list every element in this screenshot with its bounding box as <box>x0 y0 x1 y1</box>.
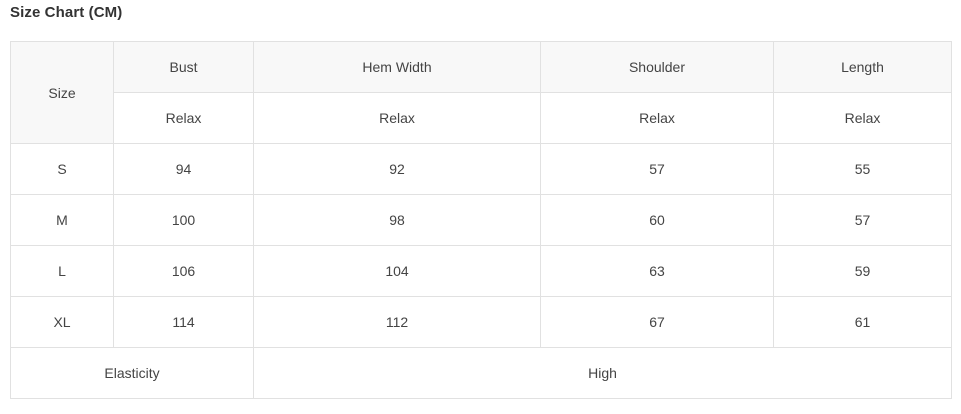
length-cell: 57 <box>773 194 952 246</box>
length-cell: 55 <box>773 143 952 195</box>
subheader-hem-width-relax: Relax <box>253 92 541 144</box>
shoulder-cell: 57 <box>540 143 774 195</box>
column-header-hem-width: Hem Width <box>253 41 541 93</box>
hem-width-cell: 92 <box>253 143 541 195</box>
hem-width-cell: 98 <box>253 194 541 246</box>
column-header-shoulder: Shoulder <box>540 41 774 93</box>
header-row-fit: Relax Relax Relax Relax <box>11 92 952 144</box>
size-cell: XL <box>10 296 114 348</box>
elasticity-label: Elasticity <box>10 347 254 399</box>
column-header-bust: Bust <box>113 41 254 93</box>
subheader-shoulder-relax: Relax <box>540 92 774 144</box>
bust-cell: 106 <box>113 245 254 297</box>
bust-cell: 114 <box>113 296 254 348</box>
table-row-l: L 106 104 63 59 <box>10 245 952 297</box>
length-cell: 61 <box>773 296 952 348</box>
bust-cell: 94 <box>113 143 254 195</box>
subheader-length-relax: Relax <box>773 92 952 144</box>
shoulder-cell: 67 <box>540 296 774 348</box>
shoulder-cell: 63 <box>540 245 774 297</box>
table-row-s: S 94 92 57 55 <box>10 143 952 195</box>
table-row-elasticity: Elasticity High <box>10 347 952 399</box>
column-header-size: Size <box>10 41 114 144</box>
page-title: Size Chart (CM) <box>10 4 123 21</box>
size-chart-table: Size Bust Hem Width Shoulder Length Rela… <box>10 41 952 399</box>
bust-cell: 100 <box>113 194 254 246</box>
hem-width-cell: 104 <box>253 245 541 297</box>
column-header-length: Length <box>773 41 952 93</box>
hem-width-cell: 112 <box>253 296 541 348</box>
size-cell: S <box>10 143 114 195</box>
table-row-xl: XL 114 112 67 61 <box>10 296 952 348</box>
subheader-bust-relax: Relax <box>113 92 254 144</box>
shoulder-cell: 60 <box>540 194 774 246</box>
size-cell: L <box>10 245 114 297</box>
table-row-m: M 100 98 60 57 <box>10 194 952 246</box>
elasticity-value: High <box>253 347 952 399</box>
header-row-measurements: Size Bust Hem Width Shoulder Length <box>10 41 952 144</box>
length-cell: 59 <box>773 245 952 297</box>
size-cell: M <box>10 194 114 246</box>
